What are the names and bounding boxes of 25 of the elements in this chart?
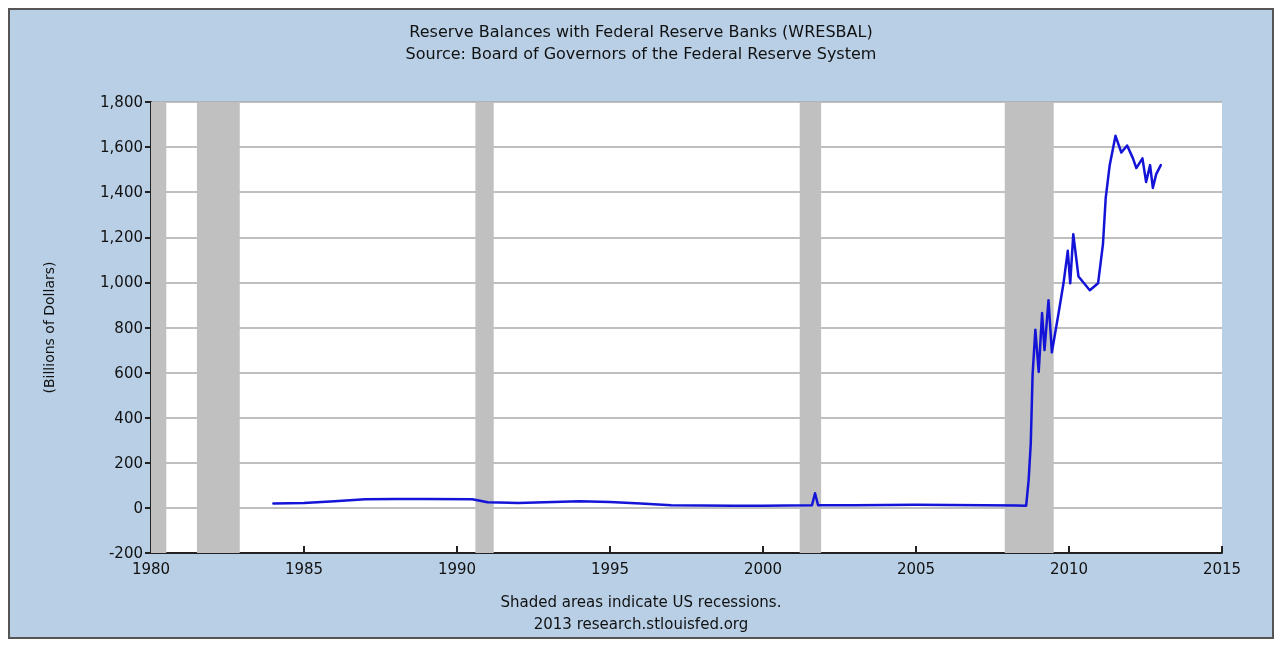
y-tick-label: 1,000 [100, 273, 143, 292]
line-series [272, 134, 1163, 507]
x-tick-label: 1985 [284, 559, 324, 578]
x-tick-label: 1980 [131, 559, 171, 578]
x-tick-label: 2015 [1202, 559, 1242, 578]
y-tick-label: 800 [114, 318, 143, 337]
x-tick-label: 1995 [590, 559, 630, 578]
y-axis-title: (Billions of Dollars) [41, 261, 57, 394]
y-tick-label: -200 [108, 544, 143, 562]
y-tick-label: 1,400 [100, 183, 143, 202]
x-tick-label: 2005 [896, 559, 936, 578]
y-tick-label: 400 [114, 408, 143, 427]
y-tick-label: 1,200 [100, 228, 143, 247]
x-tick-label: 2010 [1049, 559, 1089, 578]
y-tick-label: 200 [114, 453, 143, 472]
y-tick-label: 0 [133, 498, 143, 517]
x-tick-label: 1990 [437, 559, 477, 578]
text: 2013 research.stlouisfed.org [533, 614, 749, 633]
chart-subtitle: Source: Board of Governors of the Federal Reserve System [405, 43, 877, 63]
y-tick-label: 1,800 [100, 93, 143, 111]
chart-title: Reserve Balances with Federal Reserve Banks (WRESBAL) [409, 21, 873, 41]
x-tick-label: 2000 [743, 559, 783, 578]
y-tick-label: 1,600 [100, 138, 143, 157]
y-tick-label: 600 [114, 363, 143, 382]
text: Shaded areas indicate US recessions. [500, 592, 782, 611]
